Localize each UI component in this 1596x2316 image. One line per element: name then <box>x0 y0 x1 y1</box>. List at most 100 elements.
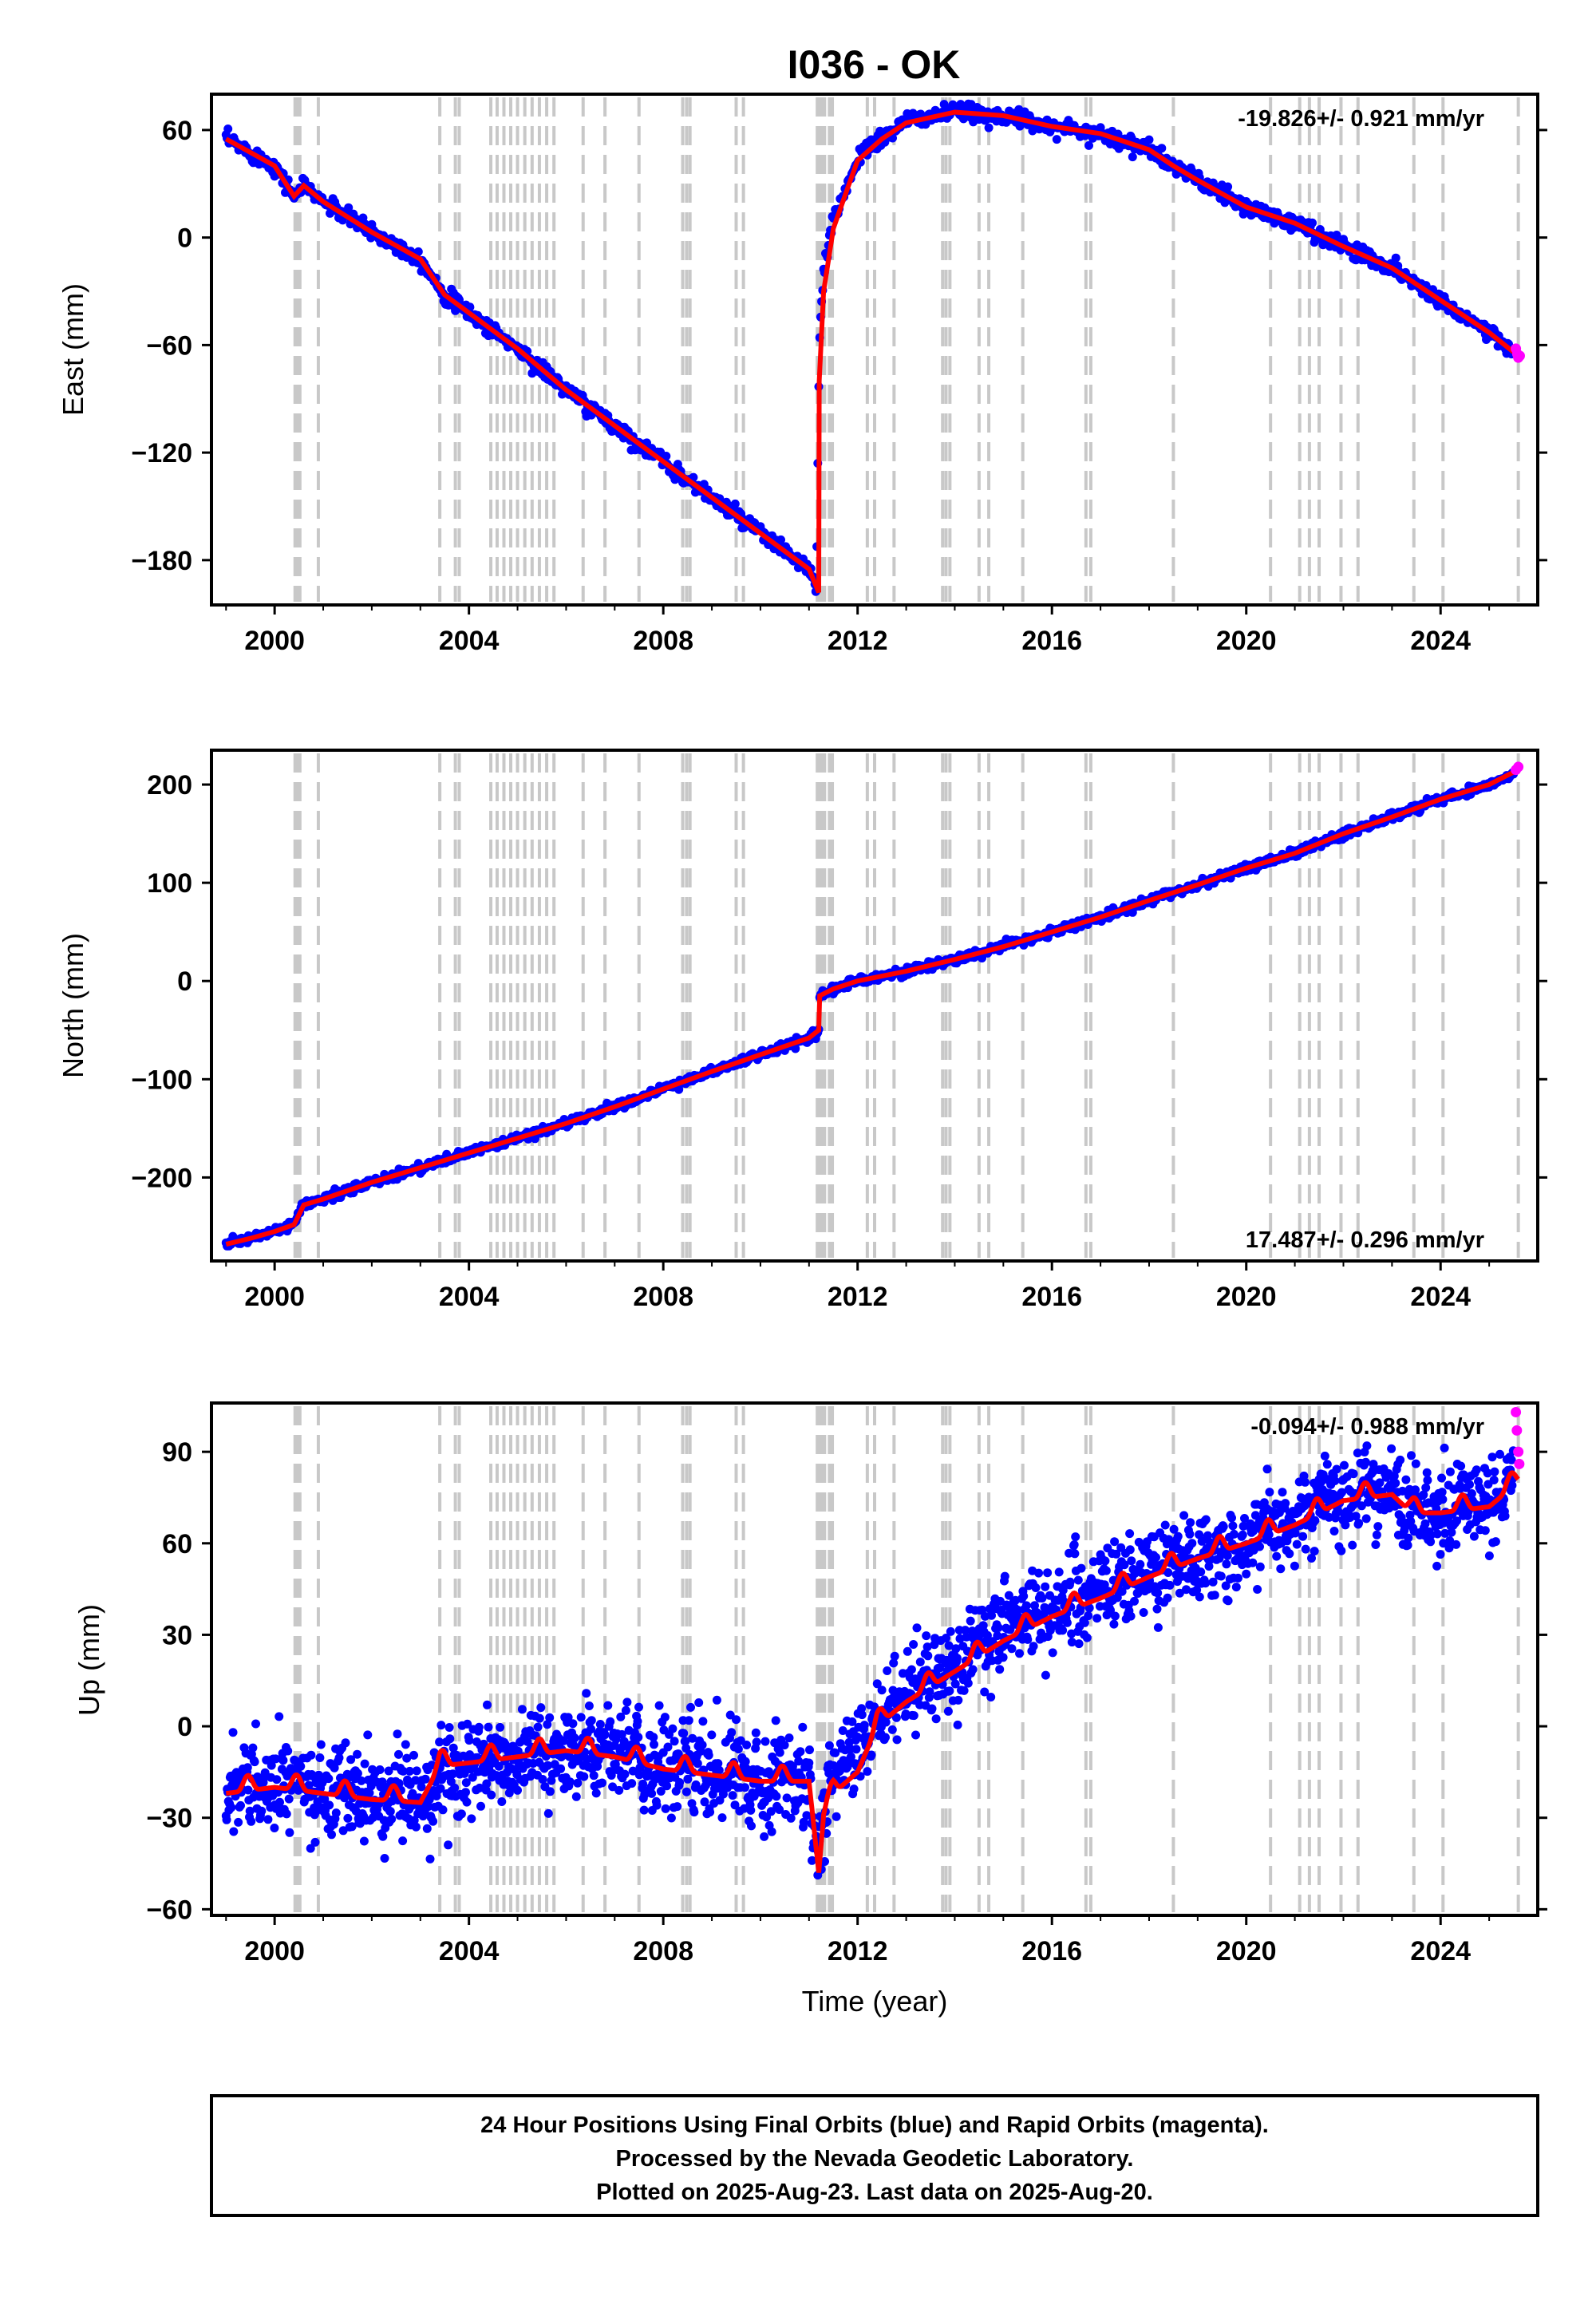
final-orbit-point <box>747 1821 756 1831</box>
final-orbit-point <box>705 1808 715 1817</box>
final-orbit-point <box>1077 1563 1086 1573</box>
final-orbit-point <box>751 1728 760 1737</box>
final-orbit-point <box>968 1665 978 1674</box>
final-orbit-point <box>796 1747 805 1757</box>
final-orbit-point <box>316 1740 326 1749</box>
y-tick-label: −200 <box>131 1163 192 1193</box>
east-model-line <box>224 109 1520 594</box>
final-orbit-point <box>1248 1558 1258 1567</box>
final-orbit-point <box>1037 1594 1047 1603</box>
final-orbit-point <box>673 1802 682 1812</box>
final-orbit-point <box>903 1646 912 1656</box>
final-orbit-point <box>1144 135 1154 144</box>
final-orbit-point <box>1234 1573 1242 1583</box>
final-orbit-point <box>986 1693 996 1701</box>
final-orbit-point <box>1354 1519 1364 1528</box>
final-orbit-point <box>228 1728 238 1737</box>
final-orbit-point <box>234 1817 243 1827</box>
final-orbit-point <box>698 1717 708 1726</box>
final-orbit-point <box>409 1750 418 1760</box>
final-orbit-point <box>1238 1530 1247 1539</box>
final-orbit-point <box>1373 1522 1383 1531</box>
final-orbit-point <box>660 1713 670 1722</box>
final-orbit-point <box>474 1722 484 1732</box>
final-orbit-point <box>686 1702 695 1712</box>
final-orbit-point <box>1029 1642 1038 1651</box>
final-orbit-point <box>1371 1540 1381 1549</box>
y-tick-label: 200 <box>147 770 192 800</box>
final-orbit-point <box>565 1777 575 1787</box>
final-orbit-point <box>1082 1633 1092 1642</box>
final-orbit-point <box>717 1813 727 1823</box>
final-orbit-point <box>760 1832 769 1841</box>
final-orbit-point <box>1349 1469 1358 1479</box>
final-orbit-point <box>250 1757 259 1767</box>
final-orbit-point <box>662 452 671 460</box>
final-orbit-point <box>925 1687 934 1697</box>
final-orbit-point <box>1332 231 1341 239</box>
final-orbit-point <box>517 1705 527 1714</box>
final-orbit-point <box>697 1741 707 1749</box>
final-orbit-point <box>1152 1604 1162 1614</box>
final-orbit-point <box>375 1765 385 1774</box>
final-orbit-point <box>513 1785 522 1795</box>
final-orbit-point <box>1227 1513 1236 1523</box>
final-orbit-point <box>1391 253 1400 263</box>
final-orbit-point <box>353 1749 362 1759</box>
final-orbit-point <box>849 1784 859 1794</box>
final-orbit-point <box>681 1787 691 1796</box>
final-orbit-point <box>1084 1611 1093 1621</box>
final-orbit-point <box>1048 1648 1057 1658</box>
final-orbit-point <box>464 1736 474 1745</box>
final-orbit-point <box>1387 1444 1396 1453</box>
final-orbit-point <box>857 1710 867 1720</box>
final-orbit-point <box>1023 1634 1033 1644</box>
final-orbit-point <box>571 1792 581 1801</box>
final-orbit-point <box>661 1804 670 1813</box>
final-orbit-point <box>1136 1559 1145 1569</box>
rapid-orbit-point <box>1513 761 1524 773</box>
final-orbit-point <box>959 1686 969 1695</box>
final-orbit-point <box>576 1713 586 1722</box>
final-orbit-point <box>995 1665 1005 1674</box>
east-rate-label: -19.826+/- 0.921 mm/yr <box>1238 106 1484 132</box>
final-orbit-point <box>1201 1579 1211 1588</box>
final-orbit-point <box>883 1666 892 1675</box>
final-orbit-point <box>782 1793 792 1803</box>
final-orbit-point <box>1139 1608 1148 1617</box>
final-orbit-point <box>622 1697 632 1707</box>
final-orbit-point <box>621 1705 630 1715</box>
final-orbit-point <box>922 1631 931 1641</box>
final-orbit-point <box>483 1700 492 1709</box>
final-orbit-point <box>675 1778 685 1787</box>
final-orbit-point <box>1160 1520 1170 1530</box>
final-orbit-point <box>1073 1575 1083 1585</box>
final-orbit-point <box>584 1701 594 1710</box>
final-orbit-point <box>1340 1460 1349 1470</box>
final-orbit-point <box>907 1665 916 1674</box>
final-orbit-point <box>398 1836 408 1846</box>
x-tick-label: 2012 <box>828 626 888 656</box>
final-orbit-point <box>620 1769 630 1779</box>
final-orbit-point <box>595 1720 605 1729</box>
final-orbit-point <box>1101 1566 1111 1575</box>
final-orbit-point <box>727 1728 737 1737</box>
final-orbit-point <box>1396 1455 1405 1464</box>
x-tick-label: 2008 <box>633 626 693 656</box>
final-orbit-point <box>1310 1547 1319 1556</box>
final-orbit-point <box>952 1654 962 1663</box>
final-orbit-point <box>984 123 994 132</box>
final-orbit-point <box>1264 1530 1274 1539</box>
final-orbit-point <box>263 1815 273 1824</box>
x-tick-label: 2020 <box>1216 1282 1277 1312</box>
final-orbit-point <box>360 1759 369 1769</box>
final-orbit-point <box>1071 1532 1080 1542</box>
east-step-lines <box>293 97 1520 602</box>
final-orbit-point <box>1127 1556 1136 1566</box>
x-tick-label: 2020 <box>1216 626 1277 656</box>
final-orbit-point <box>272 1775 282 1784</box>
final-orbit-point <box>1265 1488 1274 1497</box>
final-orbit-point <box>1125 1545 1135 1555</box>
final-orbit-point <box>1092 1614 1102 1623</box>
final-orbit-point <box>1130 1596 1139 1606</box>
